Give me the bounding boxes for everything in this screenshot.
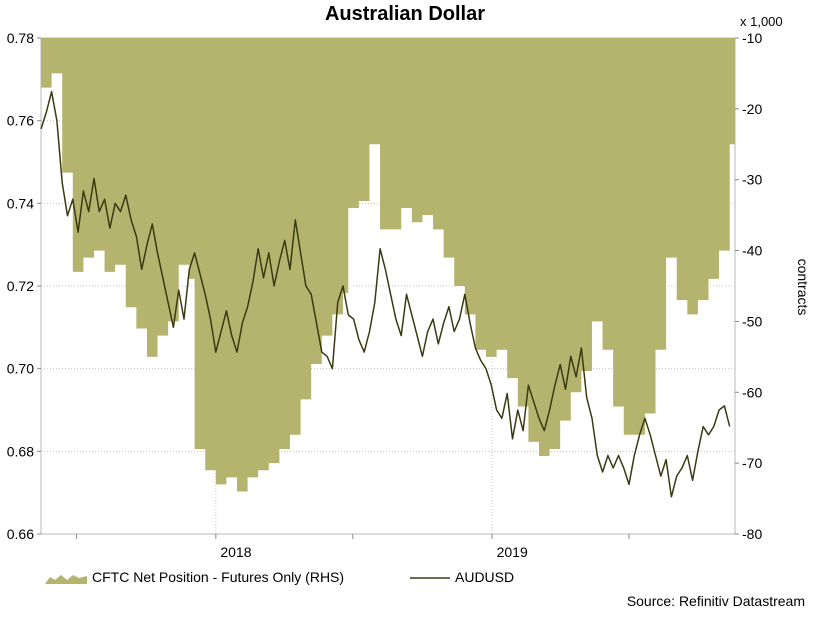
left-tick-label: 0.76 [7, 113, 34, 129]
left-tick-label: 0.78 [7, 30, 34, 46]
x-axis: 2018 2019 [76, 534, 630, 560]
audusd-line [40, 90, 731, 498]
x-tick-label: 2019 [497, 544, 528, 560]
x-tick-label: 2018 [220, 544, 251, 560]
left-tick-label: 0.68 [7, 443, 34, 459]
left-axis: 0.66 0.68 0.70 0.72 0.74 0.76 0.78 [7, 30, 41, 542]
right-tick-label: -70 [742, 455, 762, 471]
right-axis-unit: x 1,000 [740, 14, 783, 29]
right-tick-label: -40 [742, 243, 762, 259]
left-tick-label: 0.66 [7, 526, 34, 542]
right-tick-label: -20 [742, 101, 762, 117]
right-axis: -80 -70 -60 -50 -40 -30 -20 -10 [735, 30, 762, 542]
left-tick-label: 0.72 [7, 278, 34, 294]
left-tick-label: 0.70 [7, 361, 34, 377]
left-tick-label: 0.74 [7, 195, 34, 211]
legend-cftc-label: CFTC Net Position - Futures Only (RHS) [92, 569, 344, 585]
right-tick-label: -50 [742, 313, 762, 329]
source-note: Source: Refinitiv Datastream [627, 593, 805, 609]
audusd-line-layer [40, 90, 731, 498]
right-tick-label: -80 [742, 526, 762, 542]
right-tick-label: -30 [742, 172, 762, 188]
legend-audusd-label: AUDUSD [455, 569, 514, 585]
right-axis-label: contracts [795, 259, 811, 316]
cftc-area-layer [41, 38, 735, 492]
legend: CFTC Net Position - Futures Only (RHS) A… [45, 569, 514, 585]
right-tick-label: -60 [742, 384, 762, 400]
chart-title: Australian Dollar [325, 3, 485, 25]
right-tick-label: -10 [742, 30, 762, 46]
cftc-area [41, 38, 735, 492]
legend-cftc-swatch [45, 575, 87, 584]
